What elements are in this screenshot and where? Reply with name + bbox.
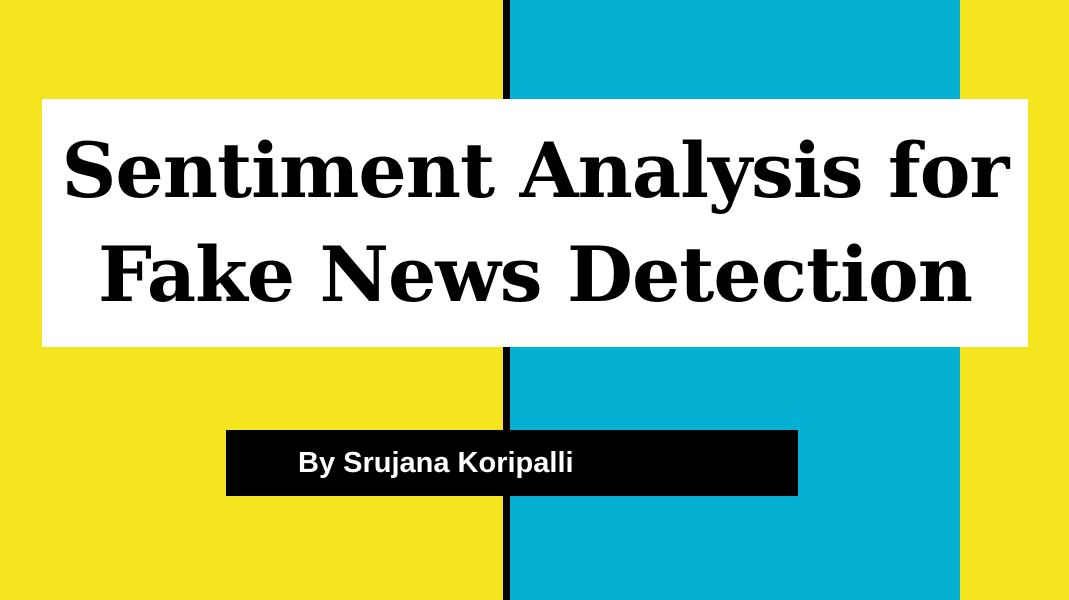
subtitle-box: By Srujana Koripalli	[226, 430, 798, 496]
author-subtitle: By Srujana Koripalli	[298, 447, 574, 479]
title-box: Sentiment Analysis for Fake News Detecti…	[42, 99, 1028, 347]
slide-title-line-2: Fake News Detection	[98, 230, 973, 319]
slide-title-line-1: Sentiment Analysis for	[61, 126, 1010, 215]
